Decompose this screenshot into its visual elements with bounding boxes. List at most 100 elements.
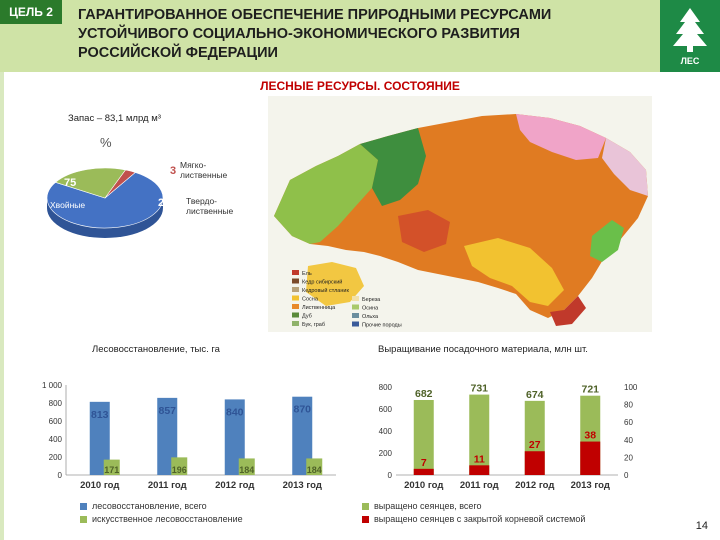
bar-value-label: 870 (293, 404, 311, 416)
y-tick-label-left: 600 (379, 405, 393, 414)
map-legend-swatch (292, 321, 299, 326)
bar (89, 401, 110, 475)
page-title-line: УСТОЙЧИВОГО СОЦИАЛЬНО-ЭКОНОМИЧЕСКОГО РАЗ… (78, 26, 520, 42)
pie-category-label: Хвойные (50, 200, 85, 210)
map-legend-swatch (352, 313, 359, 318)
bar-value-label: 184 (239, 465, 254, 475)
map-legend-label: Кедр сибирский (302, 279, 342, 286)
map-legend-swatch (292, 295, 299, 301)
map-south-region (306, 262, 364, 306)
map-spruce-region (360, 128, 426, 206)
x-tick-label: 2011 год (460, 480, 499, 491)
header-bar: ЦЕЛЬ 2 ГАРАНТИРОВАННОЕ ОБЕСПЕЧЕНИЕ ПРИРО… (0, 0, 720, 72)
bar (306, 458, 323, 475)
pie-category-label: лиственные (180, 170, 227, 180)
bar (103, 459, 120, 475)
bar (224, 399, 245, 475)
chart-seedlings-title: Выращивание посадочного материала, млн ш… (378, 344, 588, 355)
map-far-east-region (590, 220, 624, 262)
y-tick-label-right: 100 (624, 383, 638, 392)
stock-title: Запас – 83,1 млрд м³ (68, 113, 161, 124)
map-west-region (274, 144, 378, 244)
map-chukotka-region (602, 138, 648, 196)
x-tick-label: 2013 год (571, 480, 610, 491)
bar-value-label: 674 (526, 389, 544, 401)
pie-slice (104, 169, 136, 199)
map-north-east-region (516, 114, 606, 160)
bar-value-label: 840 (226, 406, 244, 418)
map-legend-label: Ель (302, 271, 312, 277)
map-legend-label: Прочие породы (362, 323, 402, 329)
bar (469, 465, 490, 475)
bar (238, 458, 255, 475)
map-legend-swatch (352, 304, 359, 310)
bar-value-label: 682 (415, 388, 433, 400)
y-tick-label-right: 40 (624, 436, 633, 445)
map-legend-swatch (352, 296, 359, 301)
pie-value-label: 22 (158, 197, 170, 209)
page-title-line: РОССИЙСКОЙ ФЕДЕРАЦИИ (78, 45, 278, 61)
x-tick-label: 2010 год (80, 480, 119, 491)
page-title-line: ГАРАНТИРОВАННОЕ ОБЕСПЕЧЕНИЕ ПРИРОДНЫМИ Р… (78, 7, 552, 23)
pie-value-label: 3 (170, 165, 176, 177)
x-tick-label: 2013 год (283, 480, 322, 491)
y-tick-label: 600 (49, 417, 63, 426)
bar-value-label: 11 (474, 453, 485, 465)
bar-value-label: 38 (584, 430, 596, 442)
bar-value-label: 27 (529, 439, 541, 451)
y-tick-label-left: 800 (379, 383, 393, 392)
legend-label: искусственное лесовосстановление (92, 514, 243, 524)
pie-category-label: Мягко- (180, 160, 206, 170)
legend-swatch (362, 516, 369, 523)
y-tick-label: 800 (49, 399, 63, 408)
y-tick-label-right: 20 (624, 453, 633, 462)
fir-tree-icon (673, 8, 707, 52)
x-tick-label: 2012 год (215, 480, 254, 491)
y-tick-label-right: 80 (624, 401, 633, 410)
bar-value-label: 184 (307, 465, 322, 475)
legend-label: лесовосстановление, всего (92, 501, 207, 511)
map-south-east-region (550, 296, 586, 326)
bar (524, 451, 545, 475)
legend-label: выращено сеянцев, всего (374, 501, 482, 511)
legend-swatch (80, 503, 87, 510)
bar (292, 396, 313, 475)
y-tick-label: 400 (49, 435, 63, 444)
goal-badge: ЦЕЛЬ 2 (0, 0, 62, 24)
forest-logo: ЛЕС (660, 0, 720, 72)
y-tick-label: 0 (58, 471, 63, 480)
pie-value-label: 75 (64, 177, 76, 189)
side-strip (0, 72, 4, 540)
bar-value-label: 171 (104, 465, 119, 475)
map-legend-swatch (352, 321, 359, 327)
page-number: 14 (695, 520, 708, 532)
bar (580, 441, 601, 475)
y-tick-label-left: 0 (388, 471, 393, 480)
bar (171, 457, 188, 475)
bar (413, 468, 434, 475)
x-tick-label: 2012 год (515, 480, 554, 491)
y-tick-label-right: 0 (624, 471, 629, 480)
map-legend-label: Береза (362, 297, 381, 303)
stock-unit: % (100, 135, 112, 150)
y-tick-label-left: 200 (379, 449, 393, 458)
map-legend-swatch (292, 270, 299, 275)
chart-reforestation-title: Лесовосстановление, тыс. га (92, 344, 220, 355)
page-title: ГАРАНТИРОВАННОЕ ОБЕСПЕЧЕНИЕ ПРИРОДНЫМИ Р… (78, 6, 598, 63)
bar (157, 397, 178, 475)
map-legend-swatch (292, 287, 299, 292)
legend-swatch (362, 503, 369, 510)
bar (469, 394, 490, 475)
bar (413, 399, 434, 475)
map-legend-label: Сосна (302, 297, 319, 303)
bar-value-label: 196 (172, 465, 187, 475)
legend-label: выращено сеянцев с закрытой корневой сис… (374, 514, 585, 524)
x-tick-label: 2011 год (148, 480, 187, 491)
map-pine-region (464, 238, 564, 306)
chart-reforestation: 0 200 400 600 800 1 000 813 171 2010 год 857 196 20… (42, 381, 336, 524)
map-legend-swatch (292, 304, 299, 309)
map-legend-swatch (292, 312, 299, 318)
x-tick-label: 2010 год (404, 480, 443, 491)
